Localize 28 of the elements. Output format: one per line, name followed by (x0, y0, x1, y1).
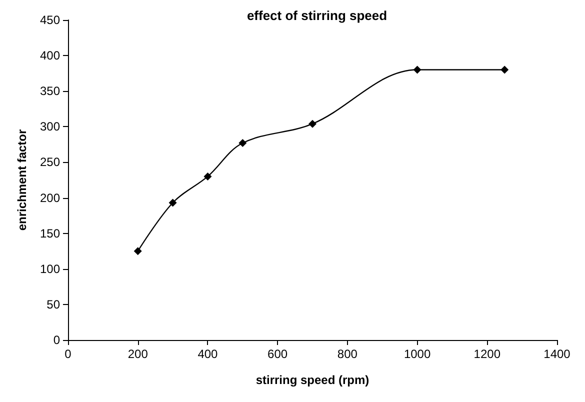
y-tick-label: 150 (40, 226, 60, 240)
x-tick-label: 200 (128, 347, 148, 361)
y-tick-label: 300 (40, 120, 60, 134)
point (413, 66, 422, 74)
x-tick-label: 1000 (404, 347, 431, 361)
chart-title: effect of stirring speed (246, 8, 388, 23)
x-tick-label: 600 (268, 347, 288, 361)
point (238, 139, 247, 148)
y-tick-label: 450 (40, 13, 60, 27)
point (500, 66, 509, 74)
x-tick-label: 800 (337, 347, 358, 361)
point (168, 198, 177, 207)
y-tick-label: 200 (40, 190, 60, 205)
x-tick-label: 400 (198, 347, 218, 361)
y-axis-title: enrichment factor (15, 128, 29, 231)
point (134, 247, 142, 256)
y-tick-label: 100 (40, 262, 60, 276)
y-tick-label: 0 (53, 333, 60, 347)
y-tick-label: 50 (46, 297, 60, 312)
y-tick-label: 400 (40, 48, 60, 63)
x-tick-label: 0 (64, 347, 72, 361)
x-tick-label: 1400 (544, 347, 571, 361)
point (204, 172, 212, 180)
y-tick-label: 350 (40, 84, 60, 98)
y-tick-label: 250 (40, 155, 60, 170)
x-axis-title: stirring speed (rpm) (256, 373, 370, 387)
x-tick-label: 1200 (474, 347, 501, 361)
point (308, 120, 316, 128)
